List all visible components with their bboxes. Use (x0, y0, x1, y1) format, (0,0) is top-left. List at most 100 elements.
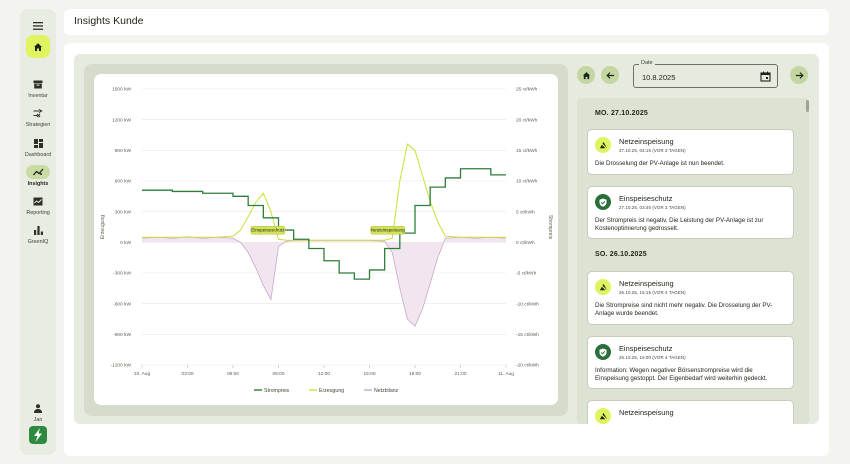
sidebar-item-label: Inventar (28, 93, 48, 99)
shield-icon (595, 344, 611, 360)
strategy-icon (26, 106, 50, 120)
event-list[interactable]: MO. 27.10.2025 Netzeinspeisung 27.10.25,… (577, 98, 809, 424)
y-left-tick-label: 0 kW (120, 240, 131, 246)
event-time: 27.10.25, 04:15 (VOR 3 TAGEN) (619, 148, 686, 153)
x-tick-label: 18:00 (409, 371, 421, 377)
arrow-right-icon (795, 71, 804, 79)
y-right-tick-label: -20 ct/kWh (516, 363, 539, 369)
arrow-left-icon (605, 71, 614, 79)
event-title: Netzeinspeisung (619, 408, 674, 417)
date-field-label: Date (639, 60, 655, 66)
insights-panel: 1500 kW 1200 kW 900 kW 600 kW 300 kW 0 kW -300… (74, 54, 819, 424)
user-icon (26, 401, 50, 415)
archive-icon (26, 77, 50, 91)
y-left-tick-label: -1200 kW (110, 363, 131, 369)
x-tick-label: 12:00 (318, 371, 330, 377)
annotation-label: Netzeinspeisung (371, 228, 405, 233)
event-card[interactable]: Einspeiseschutz 26.10.25, 16:00 (VOR 4 T… (587, 336, 794, 389)
date-field-value: 10.8.2025 (642, 73, 676, 82)
report-icon (26, 194, 50, 208)
legend-label: Erzeugung (319, 388, 344, 394)
netzbilanz-area (142, 236, 506, 327)
event-time: 26.10.25, 16:00 (VOR 4 TAGEN) (619, 355, 686, 360)
strompreis-line (142, 168, 506, 280)
sidebar-item-greeniq[interactable]: GreenIQ (20, 223, 56, 245)
event-title: Netzeinspeisung (619, 137, 674, 146)
shield-icon (595, 194, 611, 210)
next-day-button[interactable] (790, 66, 808, 84)
y-right-tick-label: -10 ct/kWh (516, 301, 539, 307)
sidebar-item-inventar[interactable]: Inventar (20, 77, 56, 99)
sidebar-item-insights[interactable]: Insights (20, 165, 56, 187)
energy-chart: 1500 kW 1200 kW 900 kW 600 kW 300 kW 0 kW -300… (94, 74, 558, 405)
bar-chart-icon (26, 223, 50, 237)
y-left-tick-label: 900 kW (115, 148, 132, 154)
home-button[interactable] (577, 66, 595, 84)
scrollbar[interactable] (806, 100, 809, 112)
event-title: Netzeinspeisung (619, 279, 674, 288)
y-left-tick-label: -900 kW (113, 332, 131, 338)
y-left-tick-label: 300 kW (115, 209, 132, 215)
page-header: Insights Kunde (64, 9, 829, 35)
sidebar-item-label: Insights (27, 181, 49, 187)
page-title: Insights Kunde (74, 15, 144, 27)
x-tick-label: 06:00 (227, 371, 239, 377)
day-heading: MO. 27.10.2025 (595, 110, 648, 117)
power-off-icon (595, 279, 611, 295)
x-tick-label: 21:00 (454, 371, 466, 377)
event-card[interactable]: Netzeinspeisung (587, 400, 794, 424)
event-title: Einspeiseschutz (619, 194, 673, 203)
x-tick-label: 11. Aug (498, 371, 514, 377)
sidebar-item-label: Reporting (26, 210, 50, 216)
sidebar-item-dashboard[interactable]: Dashboard (20, 136, 56, 158)
x-tick-label: 03:00 (181, 371, 193, 377)
day-heading: SO. 26.10.2025 (595, 251, 647, 258)
brand-logo-icon (29, 426, 47, 444)
sidebar-item-label: Dashboard (24, 152, 52, 158)
y-right-tick-label: -15 ct/kWh (516, 332, 539, 338)
power-off-icon (595, 137, 611, 153)
x-tick-label: 10. Aug (134, 371, 151, 377)
event-card[interactable]: Einspeiseschutz 27.10.25, 03:45 (VOR 3 T… (587, 186, 794, 239)
y-left-axis-title: Erzeugung (100, 215, 106, 239)
menu-icon[interactable] (30, 19, 46, 33)
user-menu[interactable]: Jan (20, 401, 56, 423)
event-text: Information: Wegen negativer Börsenstrom… (595, 367, 768, 382)
y-right-tick-label: -5 ct/kWh (516, 271, 537, 277)
sidebar-item-strategien[interactable]: Strategien (20, 106, 56, 128)
chart-svg: 1500 kW 1200 kW 900 kW 600 kW 300 kW 0 kW -300… (100, 87, 553, 394)
date-field[interactable]: Date 10.8.2025 (633, 60, 778, 88)
sidebar-item-label: GreenIQ (27, 239, 49, 245)
legend-label: Strompreis (264, 388, 289, 394)
home-icon (582, 71, 590, 79)
y-left-tick-label: 1200 kW (112, 117, 131, 123)
chart-panel: 1500 kW 1200 kW 900 kW 600 kW 300 kW 0 kW -300… (84, 64, 568, 416)
y-right-tick-label: 25 ct/kWh (516, 87, 538, 93)
main-card: 1500 kW 1200 kW 900 kW 600 kW 300 kW 0 kW -300… (64, 43, 829, 456)
event-text: Der Strompreis ist negativ. Die Leistung… (595, 217, 764, 232)
event-card[interactable]: Netzeinspeisung 27.10.25, 04:15 (VOR 3 T… (587, 129, 794, 175)
event-text: Die Drosselung der PV-Anlage ist nun bee… (595, 160, 725, 167)
event-title: Einspeiseschutz (619, 344, 673, 353)
home-icon[interactable] (26, 35, 50, 58)
insights-icon (26, 165, 50, 179)
event-card[interactable]: Netzeinspeisung 26.10.25, 16:15 (VOR 4 T… (587, 271, 794, 325)
y-left-tick-label: -300 kW (113, 271, 131, 277)
previous-day-button[interactable] (601, 66, 619, 84)
calendar-icon[interactable] (760, 71, 771, 82)
annotation-label: Einspeiseschutz (251, 228, 285, 233)
annotation-badge (370, 225, 405, 235)
erzeugung-line (142, 143, 506, 241)
y-right-tick-label: 10 ct/kWh (516, 179, 538, 185)
y-right-tick-label: 0 ct/kWh (516, 240, 535, 246)
y-right-tick-label: 15 ct/kWh (516, 148, 538, 154)
power-off-icon (595, 408, 611, 424)
y-left-tick-label: -600 kW (113, 301, 131, 307)
dashboard-icon (26, 136, 50, 150)
y-left-tick-label: 600 kW (115, 179, 132, 185)
sidebar-item-reporting[interactable]: Reporting (20, 194, 56, 216)
legend-label: Netzbilanz (374, 388, 399, 394)
event-text: Die Strompreise sind nicht mehr negativ.… (595, 302, 773, 317)
event-time: 27.10.25, 03:45 (VOR 3 TAGEN) (619, 205, 686, 210)
event-time: 26.10.25, 16:15 (VOR 4 TAGEN) (619, 290, 686, 295)
